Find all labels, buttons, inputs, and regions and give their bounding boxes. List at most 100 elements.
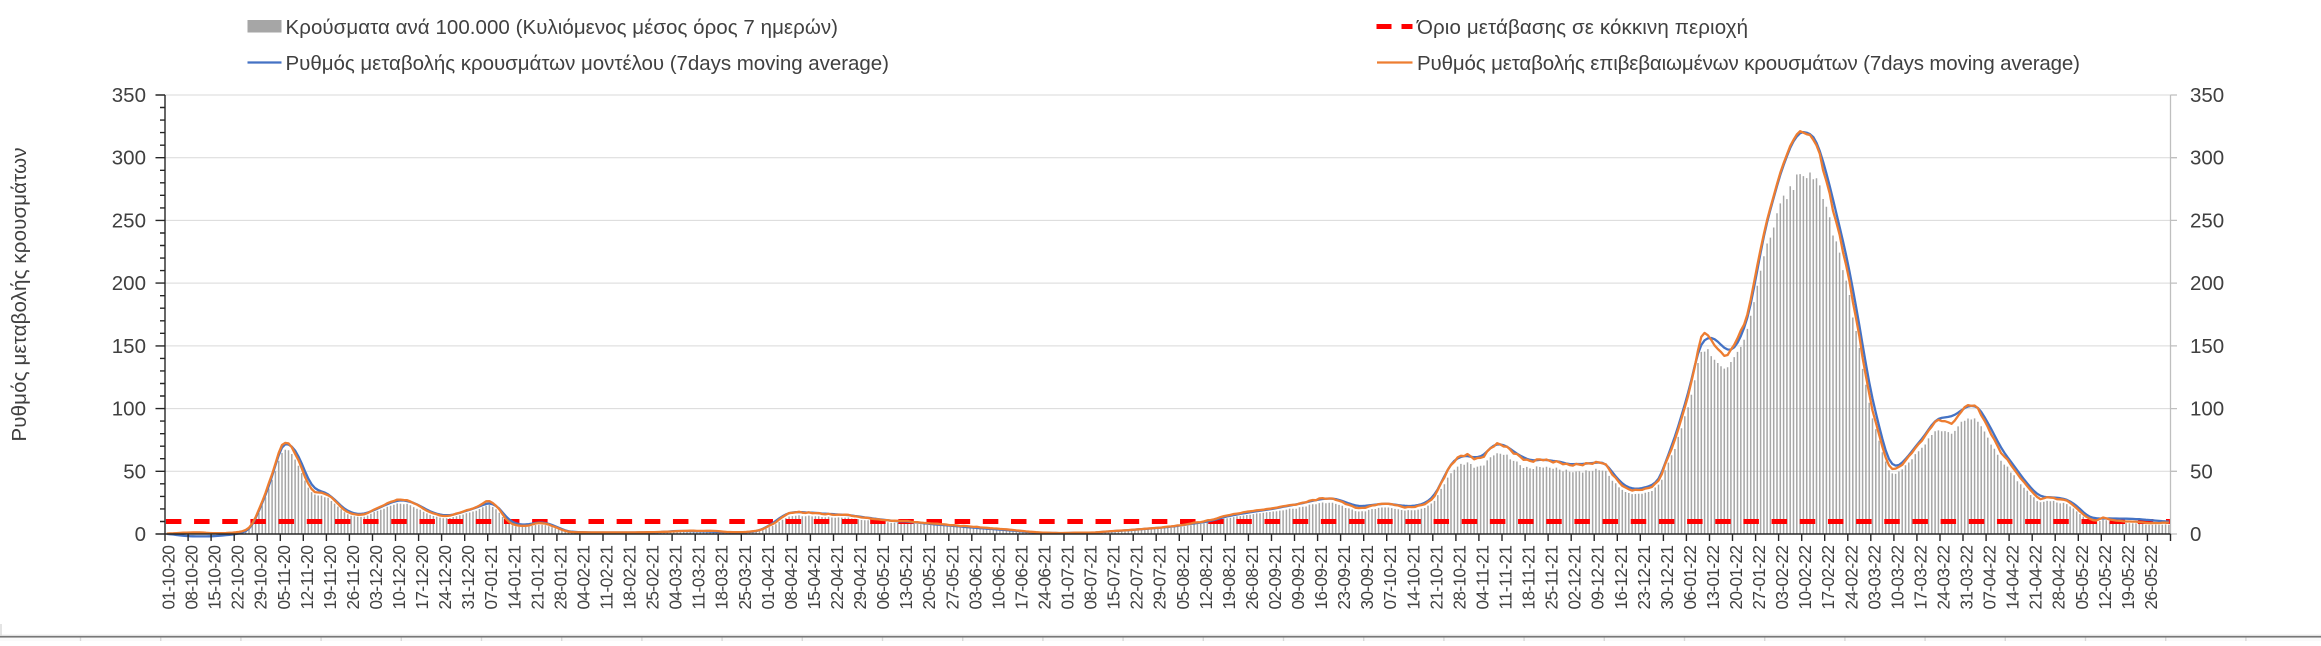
svg-text:09-12-21: 09-12-21 <box>1588 545 1608 610</box>
svg-text:21-10-21: 21-10-21 <box>1426 545 1446 610</box>
svg-text:07-04-22: 07-04-22 <box>1980 545 2000 610</box>
svg-text:03-03-22: 03-03-22 <box>1864 545 1884 610</box>
svg-text:11-03-21: 11-03-21 <box>689 545 709 610</box>
svg-text:20-01-22: 20-01-22 <box>1726 545 1746 610</box>
svg-text:19-05-22: 19-05-22 <box>2118 545 2138 610</box>
svg-text:11-11-21: 11-11-21 <box>1496 545 1516 610</box>
svg-text:15-04-21: 15-04-21 <box>804 545 824 610</box>
svg-text:24-02-22: 24-02-22 <box>1841 545 1861 610</box>
svg-text:100: 100 <box>2190 398 2224 421</box>
svg-text:27-05-21: 27-05-21 <box>942 545 962 610</box>
svg-text:25-02-21: 25-02-21 <box>643 545 663 610</box>
svg-text:50: 50 <box>2190 460 2213 483</box>
svg-text:08-04-21: 08-04-21 <box>781 545 801 610</box>
svg-text:21-01-21: 21-01-21 <box>527 545 547 610</box>
svg-text:22-10-20: 22-10-20 <box>228 545 248 610</box>
svg-text:01-10-20: 01-10-20 <box>159 545 179 610</box>
svg-text:03-06-21: 03-06-21 <box>965 545 985 610</box>
svg-text:16-09-21: 16-09-21 <box>1311 545 1331 610</box>
svg-text:18-03-21: 18-03-21 <box>712 545 732 610</box>
svg-text:21-04-22: 21-04-22 <box>2026 545 2046 610</box>
svg-text:50: 50 <box>123 460 146 483</box>
svg-text:26-05-22: 26-05-22 <box>2141 545 2161 610</box>
svg-text:Ρυθμός μεταβολής επιβεβαιωμένω: Ρυθμός μεταβολής επιβεβαιωμένων κρουσμάτ… <box>1417 52 2080 75</box>
svg-text:28-04-22: 28-04-22 <box>2049 545 2069 610</box>
svg-text:12-05-22: 12-05-22 <box>2095 545 2115 610</box>
svg-text:29-10-20: 29-10-20 <box>251 545 271 610</box>
svg-text:24-12-20: 24-12-20 <box>435 545 455 610</box>
svg-text:150: 150 <box>2190 335 2224 358</box>
svg-text:250: 250 <box>112 209 146 232</box>
svg-text:07-01-21: 07-01-21 <box>481 545 501 610</box>
svg-text:23-09-21: 23-09-21 <box>1334 545 1354 610</box>
svg-text:Ρυθμός μεταβολής κρουσμάτων μο: Ρυθμός μεταβολής κρουσμάτων μοντέλου (7d… <box>286 52 890 75</box>
svg-text:16-12-21: 16-12-21 <box>1611 545 1631 610</box>
svg-text:17-12-20: 17-12-20 <box>412 545 432 610</box>
svg-text:05-11-20: 05-11-20 <box>274 545 294 610</box>
svg-text:14-01-21: 14-01-21 <box>504 545 524 610</box>
svg-text:30-09-21: 30-09-21 <box>1357 545 1377 610</box>
svg-text:10-12-20: 10-12-20 <box>389 545 409 610</box>
svg-text:28-10-21: 28-10-21 <box>1449 545 1469 610</box>
svg-text:18-02-21: 18-02-21 <box>620 545 640 610</box>
svg-text:30-12-21: 30-12-21 <box>1657 545 1677 610</box>
svg-text:13-01-22: 13-01-22 <box>1703 545 1723 610</box>
svg-text:24-03-22: 24-03-22 <box>1934 545 1954 610</box>
svg-text:14-10-21: 14-10-21 <box>1403 545 1423 610</box>
svg-text:19-11-20: 19-11-20 <box>320 545 340 610</box>
svg-text:0: 0 <box>2190 523 2201 546</box>
svg-text:Όριο μετάβασης σε κόκκινη περι: Όριο μετάβασης σε κόκκινη περιοχή <box>1416 16 1748 39</box>
svg-text:100: 100 <box>112 398 146 421</box>
svg-text:06-01-22: 06-01-22 <box>1680 545 1700 610</box>
svg-text:250: 250 <box>2190 209 2224 232</box>
svg-text:14-04-22: 14-04-22 <box>2003 545 2023 610</box>
svg-text:0: 0 <box>135 523 146 546</box>
svg-text:26-08-21: 26-08-21 <box>1242 545 1262 610</box>
svg-text:29-04-21: 29-04-21 <box>850 545 870 610</box>
svg-text:25-03-21: 25-03-21 <box>735 545 755 610</box>
svg-text:31-03-22: 31-03-22 <box>1957 545 1977 610</box>
svg-text:11-02-21: 11-02-21 <box>597 545 617 610</box>
svg-text:200: 200 <box>112 272 146 295</box>
svg-text:03-12-20: 03-12-20 <box>366 545 386 610</box>
svg-text:13-05-21: 13-05-21 <box>896 545 916 610</box>
svg-text:29-07-21: 29-07-21 <box>1150 545 1170 610</box>
svg-text:22-07-21: 22-07-21 <box>1127 545 1147 610</box>
svg-text:04-03-21: 04-03-21 <box>666 545 686 610</box>
svg-text:09-09-21: 09-09-21 <box>1288 545 1308 610</box>
svg-text:17-03-22: 17-03-22 <box>1910 545 1930 610</box>
svg-text:17-06-21: 17-06-21 <box>1011 545 1031 610</box>
svg-text:10-06-21: 10-06-21 <box>988 545 1008 610</box>
svg-text:04-11-21: 04-11-21 <box>1472 545 1492 610</box>
svg-text:02-12-21: 02-12-21 <box>1565 545 1585 610</box>
svg-text:300: 300 <box>2190 147 2224 170</box>
svg-text:31-12-20: 31-12-20 <box>458 545 478 610</box>
svg-text:03-02-22: 03-02-22 <box>1772 545 1792 610</box>
svg-text:01-04-21: 01-04-21 <box>758 545 778 610</box>
svg-text:19-08-21: 19-08-21 <box>1219 545 1239 610</box>
svg-text:12-08-21: 12-08-21 <box>1196 545 1216 610</box>
svg-text:18-11-21: 18-11-21 <box>1519 545 1539 610</box>
svg-text:15-07-21: 15-07-21 <box>1104 545 1124 610</box>
svg-text:06-05-21: 06-05-21 <box>873 545 893 610</box>
svg-text:07-10-21: 07-10-21 <box>1380 545 1400 610</box>
svg-text:150: 150 <box>112 335 146 358</box>
svg-text:27-01-22: 27-01-22 <box>1749 545 1769 610</box>
svg-text:01-07-21: 01-07-21 <box>1058 545 1078 610</box>
svg-text:22-04-21: 22-04-21 <box>827 545 847 610</box>
svg-text:10-03-22: 10-03-22 <box>1887 545 1907 610</box>
svg-text:300: 300 <box>112 147 146 170</box>
svg-text:04-02-21: 04-02-21 <box>573 545 593 610</box>
svg-text:Ρυθμός μεταβολής κρουσμάτων: Ρυθμός μεταβολής κρουσμάτων <box>8 148 31 442</box>
svg-text:15-10-20: 15-10-20 <box>205 545 225 610</box>
svg-text:12-11-20: 12-11-20 <box>297 545 317 610</box>
svg-text:17-02-22: 17-02-22 <box>1818 545 1838 610</box>
svg-text:08-07-21: 08-07-21 <box>1081 545 1101 610</box>
svg-text:05-05-22: 05-05-22 <box>2072 545 2092 610</box>
svg-text:350: 350 <box>112 84 146 107</box>
svg-text:350: 350 <box>2190 84 2224 107</box>
svg-text:25-11-21: 25-11-21 <box>1542 545 1562 610</box>
svg-text:26-11-20: 26-11-20 <box>343 545 363 610</box>
svg-text:200: 200 <box>2190 272 2224 295</box>
svg-text:02-09-21: 02-09-21 <box>1265 545 1285 610</box>
